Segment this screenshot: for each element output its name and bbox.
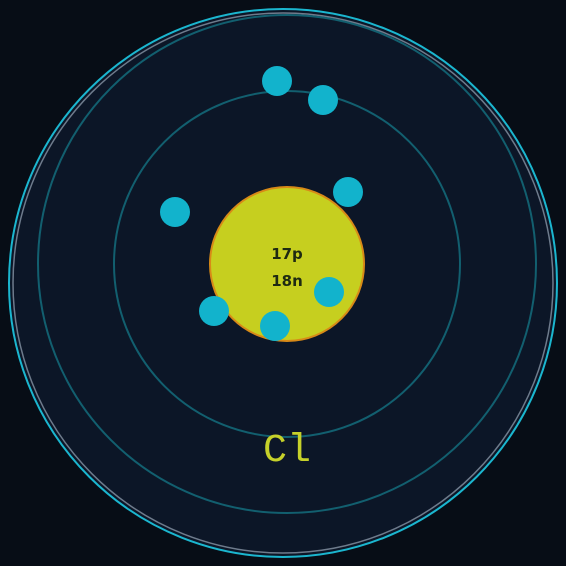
electron [314,277,344,307]
proton-count: 17p [271,245,303,263]
outer-rim-inner [12,12,554,554]
outer-rim [8,8,558,558]
electron [160,197,190,227]
electron [262,66,292,96]
electron [260,311,290,341]
electron-shell-3 [37,14,537,514]
element-symbol: Cl [263,429,311,474]
electron [308,85,338,115]
neutron-count: 18n [271,272,303,290]
electron [333,177,363,207]
electron [199,296,229,326]
